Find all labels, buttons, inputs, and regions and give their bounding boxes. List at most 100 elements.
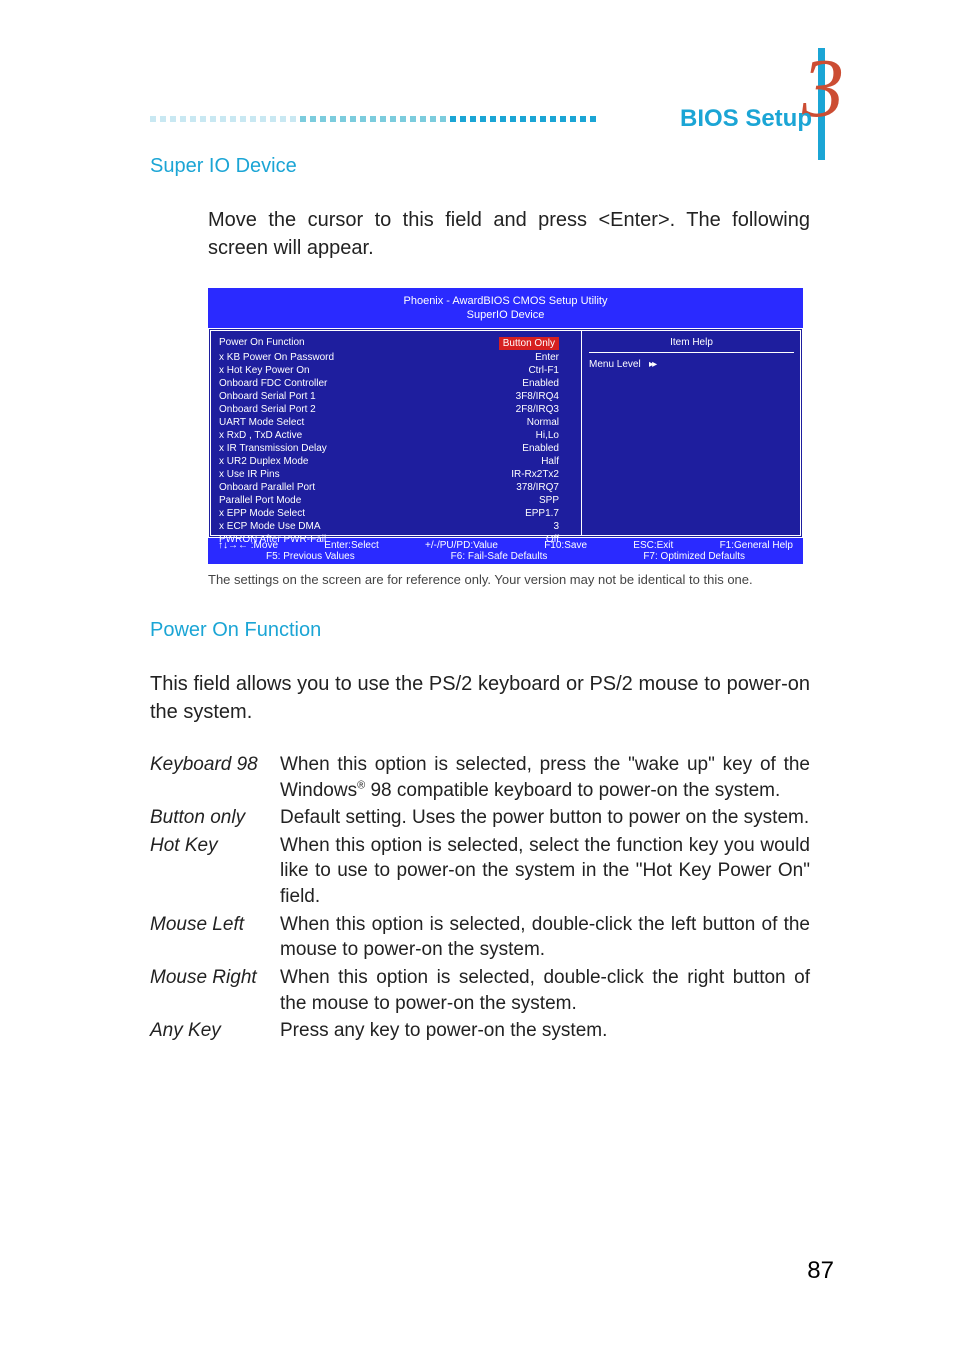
bios-setting-label: Onboard Serial Port 1 [219,391,316,402]
bios-setting-label: Power On Function [219,337,305,350]
bios-setting-label: UART Mode Select [219,417,304,428]
bios-setting-row: x ECP Mode Use DMA 3 [219,521,559,532]
bios-footer-exit: ESC:Exit [633,540,673,551]
dot [340,116,346,122]
bios-footer-help: F1:General Help [720,540,793,551]
bios-setting-value: Enabled [522,378,559,389]
dot [200,116,206,122]
bios-header: Phoenix - AwardBIOS CMOS Setup Utility S… [208,288,803,328]
bios-caption: The settings on the screen are for refer… [208,572,810,589]
dot [160,116,166,122]
bios-right-column: Item Help Menu Level ▸▸ [589,337,794,370]
definition-desc: When this option is selected, double-cli… [280,965,810,1016]
bios-setting-row: x UR2 Duplex Mode Half [219,456,559,467]
paragraph-power-on: This field allows you to use the PS/2 ke… [150,670,810,726]
bios-body: Power On Function Button Only x KB Power O… [208,328,803,538]
bios-setting-row: Onboard Serial Port 13F8/IRQ4 [219,391,559,402]
bios-setting-label: PWRON After PWR-Fail [219,534,326,545]
section-title: BIOS Setup [680,105,812,133]
dot [350,116,356,122]
bios-setting-row: Onboard Serial Port 2 2F8/IRQ3 [219,404,559,415]
dot [550,116,556,122]
bios-screenshot: Phoenix - AwardBIOS CMOS Setup Utility S… [208,288,803,564]
bios-setting-value: Enter [535,352,559,363]
dot [290,116,296,122]
bios-setting-label: x UR2 Duplex Mode [219,456,308,467]
dot [490,116,496,122]
bios-setting-row: Onboard Parallel Port378/IRQ7 [219,482,559,493]
bios-setting-value: SPP [539,495,559,506]
bios-setting-value: Enabled [522,443,559,454]
definition-term: Mouse Right [150,965,280,1016]
definition-desc: When this option is selected, double-cli… [280,912,810,963]
bios-setting-value: Button Only [499,337,559,350]
subheading-power-on: Power On Function [150,619,810,642]
dot [280,116,286,122]
bios-menu-level: Menu Level ▸▸ [589,359,794,370]
bios-setting-label: x KB Power On Password [219,352,334,363]
dot [380,116,386,122]
decorative-dots [150,116,596,122]
dot [450,116,456,122]
bios-footer-optimized: F7: Optimized Defaults [643,551,745,562]
dot [260,116,266,122]
definition-term: Any Key [150,1018,280,1044]
bios-setting-label: x Use IR Pins [219,469,280,480]
bios-setting-value: Normal [527,417,559,428]
dot [250,116,256,122]
bios-setting-value: 3 [553,521,559,532]
definition-row: Keyboard 98When this option is selected,… [150,752,810,803]
bios-setting-row: Power On Function Button Only [219,337,559,350]
definition-desc: When this option is selected, press the … [280,752,810,803]
subheading-super-io: Super IO Device [150,155,810,178]
definition-term: Hot Key [150,833,280,910]
bios-setting-label: x EPP Mode Select [219,508,305,519]
bios-setting-row: x EPP Mode SelectEPP1.7 [219,508,559,519]
bios-header-line1: Phoenix - AwardBIOS CMOS Setup Utility [208,294,803,308]
bios-setting-value: 2F8/IRQ3 [516,404,559,415]
dot [460,116,466,122]
bios-setting-row: Onboard FDC Controller Enabled [219,378,559,389]
dot [570,116,576,122]
dot [420,116,426,122]
bios-setting-row: x Hot Key Power On Ctrl-F1 [219,365,559,376]
bios-setting-row: x KB Power On Password Enter [219,352,559,363]
dot [180,116,186,122]
bios-item-help: Item Help [589,337,794,353]
bios-setting-row: x Use IR PinsIR-Rx2Tx2 [219,469,559,480]
bios-setting-row: x RxD , TxD Active Hi,Lo [219,430,559,441]
dot [230,116,236,122]
bios-setting-label: x ECP Mode Use DMA [219,521,321,532]
bios-setting-label: x Hot Key Power On [219,365,310,376]
bios-setting-value: Hi,Lo [536,430,559,441]
dot [150,116,156,122]
bios-setting-row: Parallel Port ModeSPP [219,495,559,506]
dot [590,116,596,122]
dot [440,116,446,122]
bios-setting-row: PWRON After PWR-FailOff [219,534,559,545]
bios-left-column: Power On Function Button Only x KB Power O… [219,337,559,547]
bios-setting-label: Onboard Serial Port 2 [219,404,316,415]
definition-term: Button only [150,805,280,831]
bios-setting-value: Ctrl-F1 [528,365,559,376]
dot [560,116,566,122]
dot [470,116,476,122]
dot [330,116,336,122]
bios-header-line2: SuperIO Device [208,308,803,322]
bios-setting-label: x RxD , TxD Active [219,430,302,441]
bios-setting-label: Onboard FDC Controller [219,378,327,389]
bios-footer-failsafe: F6: Fail-Safe Defaults [451,551,548,562]
definition-row: Hot KeyWhen this option is selected, sel… [150,833,810,910]
bios-setting-value: Half [541,456,559,467]
bios-footer-prev: F5: Previous Values [266,551,355,562]
bios-setting-row: UART Mode Select Normal [219,417,559,428]
dot [500,116,506,122]
dot [300,116,306,122]
dot [510,116,516,122]
dot [210,116,216,122]
dot [530,116,536,122]
dot [430,116,436,122]
bios-setting-row: x IR Transmission DelayEnabled [219,443,559,454]
dot [410,116,416,122]
dot [220,116,226,122]
